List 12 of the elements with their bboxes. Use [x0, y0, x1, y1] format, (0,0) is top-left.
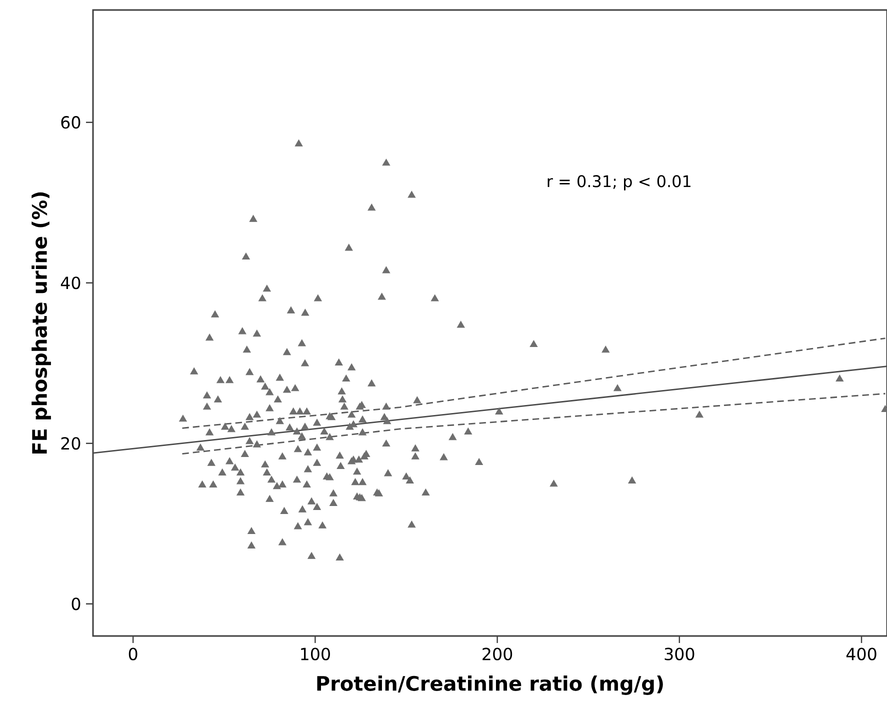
y-tick-label: 0 — [72, 598, 80, 610]
annotation: r = 0.31; p < 0.01 — [548, 175, 690, 190]
x-tick-label: 100 — [301, 648, 330, 660]
y-tick-label: 60 — [61, 116, 80, 129]
x-tick-label: 300 — [664, 648, 694, 660]
x-tick-label: 200 — [482, 648, 512, 660]
y-axis-title: FE phosphate urine (%) — [32, 192, 51, 454]
y-tick-label: 20 — [61, 437, 80, 450]
x-axis-title: Protein/Creatinine ratio (mg/g) — [317, 675, 663, 695]
y-tick-label: 40 — [60, 276, 80, 290]
x-tick-label: 400 — [846, 648, 876, 660]
x-tick-label: 0 — [128, 648, 138, 660]
